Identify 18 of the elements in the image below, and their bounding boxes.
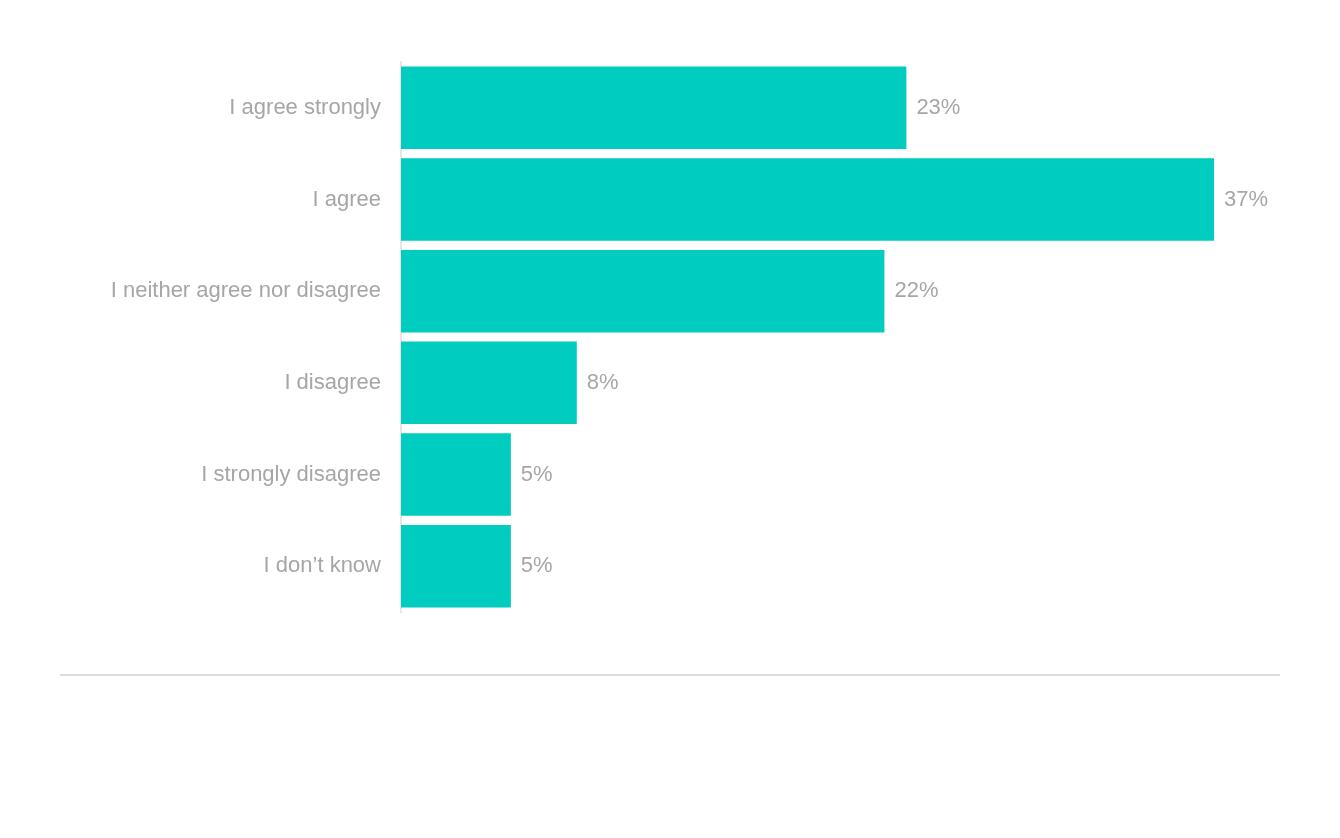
y-tick-label: I neither agree nor disagree — [110, 277, 381, 303]
data-label: 22% — [894, 277, 939, 303]
data-label: 37% — [1224, 185, 1269, 211]
data-label: 5% — [520, 552, 553, 578]
data-label: 8% — [586, 368, 619, 394]
y-tick-label: I strongly disagree — [201, 460, 381, 486]
bar — [401, 524, 511, 608]
bar — [401, 66, 907, 150]
data-label: 5% — [520, 460, 553, 486]
y-tick-label: I disagree — [284, 368, 381, 394]
bar — [401, 249, 885, 333]
bar — [401, 433, 511, 516]
y-tick-label: I don’t know — [263, 552, 382, 578]
bar — [401, 158, 1214, 241]
data-label: 23% — [916, 93, 961, 119]
y-tick-label: I agree strongly — [229, 93, 381, 119]
y-tick-label: I agree — [312, 185, 381, 211]
bar — [401, 341, 577, 425]
